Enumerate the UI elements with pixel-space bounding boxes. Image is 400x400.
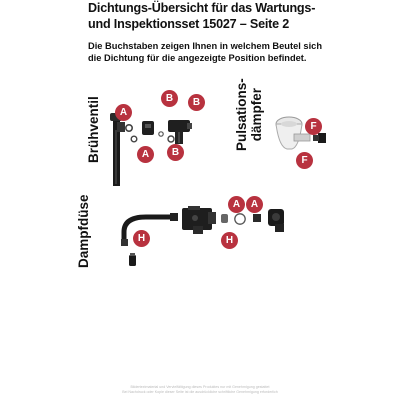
footer-line-2: Bei Nachdruck oder Kopie dieser Seite is… <box>122 389 278 394</box>
bruehventil-block-part <box>142 121 154 135</box>
page-title: Dichtungs-Übersicht für das Wartungs- un… <box>88 0 388 32</box>
intro-line-1: Die Buchstaben zeigen Ihnen in welchem B… <box>88 41 323 51</box>
badge-f-1: F <box>305 118 322 135</box>
title-line-2: und Inspektionsset 15027 – Seite 2 <box>88 17 290 31</box>
badge-a-4: A <box>246 196 263 213</box>
badge-b-2: B <box>188 94 205 111</box>
dampfduese-small-seal <box>253 214 261 222</box>
bruehventil-small-seal <box>158 131 164 137</box>
pulsationsdaempfer-body <box>275 116 311 150</box>
bruehventil-tee-oring <box>167 135 175 143</box>
bruehventil-connector-tee <box>168 120 192 144</box>
pulsationsdaempfer-black-fitting <box>313 133 326 143</box>
dampfduese-elbow-fitting <box>268 209 284 232</box>
dampfduese-steam-pipe <box>121 213 178 246</box>
copyright-footer: Bildertextmaterial und Vervielfältigung … <box>60 385 340 394</box>
badge-b-3: B <box>167 144 184 161</box>
bruehventil-seal-ring-small <box>125 124 134 133</box>
badge-b-1: B <box>161 90 178 107</box>
title-line-1: Dichtungs-Übersicht für das Wartungs- <box>88 1 316 15</box>
bruehventil-oring-lower <box>130 135 138 143</box>
dampfduese-nozzle-tip <box>129 253 136 266</box>
badge-f-2: F <box>296 152 313 169</box>
intro-text: Die Buchstaben zeigen Ihnen in welchem B… <box>88 41 388 64</box>
badge-h-2: H <box>221 232 238 249</box>
badge-a-1: A <box>115 104 132 121</box>
badge-a-3: A <box>228 196 245 213</box>
bruehventil-valve-body <box>110 113 125 186</box>
badge-h-1: H <box>133 230 150 247</box>
intro-line-2: die Dichtung für die angezeigte Position… <box>88 52 307 63</box>
badge-a-2: A <box>137 146 154 163</box>
dampfduese-gasket-ring <box>221 213 246 225</box>
dampfduese-valve-block <box>182 206 216 234</box>
footer-line-1: Bildertextmaterial und Vervielfältigung … <box>130 385 270 389</box>
